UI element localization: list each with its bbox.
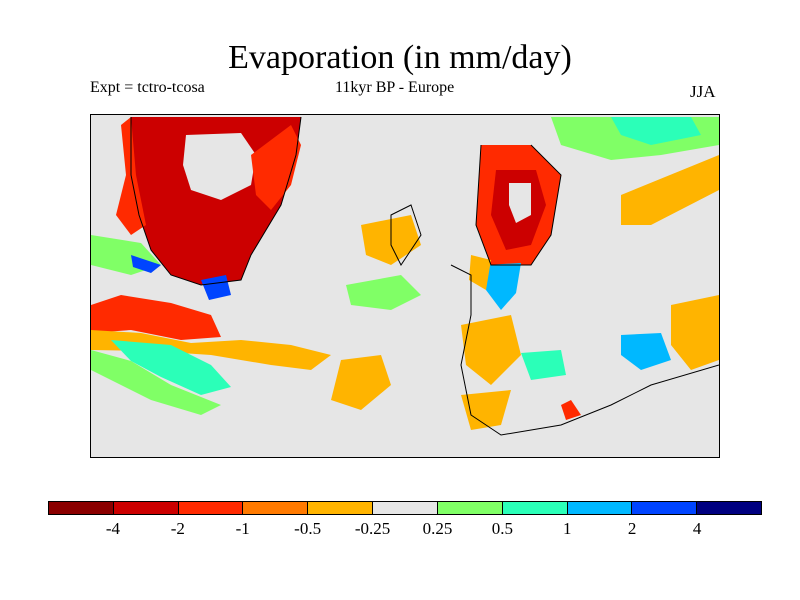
colorbar-tick-label: -2	[170, 519, 185, 538]
south-orange	[461, 390, 511, 430]
east-orange-stripe	[621, 155, 719, 225]
period-region-label: 11kyr BP - Europe	[335, 79, 455, 96]
iceland-blue	[201, 275, 231, 300]
med-red-spot	[561, 400, 581, 420]
coast-britain	[390, 204, 422, 266]
colorbar-segment	[437, 502, 503, 514]
greenland-interior	[183, 133, 256, 200]
atlantic-red-band	[91, 295, 221, 340]
colorbar-segment	[243, 502, 309, 514]
scandinavia-interior	[509, 183, 531, 223]
colorbar-tick-label: 1	[563, 519, 572, 538]
coast-greenland	[130, 116, 302, 286]
colorbar-tick-label: -1	[235, 519, 250, 538]
colorbar-segment	[178, 502, 244, 514]
north-east-cyan	[611, 117, 701, 145]
colorbar-segment	[49, 502, 114, 514]
med-cyan	[521, 350, 566, 380]
colorbar-tick-label: 4	[692, 519, 702, 538]
atlantic-green-mid	[346, 275, 421, 310]
map-title: Evaporation (in mm/day)	[228, 39, 572, 76]
colorbar-tick-label: -4	[105, 519, 120, 538]
season-label: JJA	[690, 82, 716, 101]
greenland-east-band	[251, 125, 301, 210]
north-sea-orange	[469, 255, 491, 290]
atlantic-orange-east	[331, 355, 391, 410]
med-orange-east	[671, 295, 719, 370]
colorbar-segment	[113, 502, 179, 514]
colorbar-segment	[632, 502, 698, 514]
map-field	[91, 116, 719, 436]
colorbar-tick-label: 0.5	[491, 519, 513, 538]
colorbar	[48, 501, 762, 515]
coast-scandinavia	[475, 144, 562, 266]
colorbar-segment	[567, 502, 633, 514]
coast-europe	[450, 264, 719, 436]
colorbar-segment	[502, 502, 568, 514]
med-orange-west	[461, 315, 521, 385]
evaporation-map	[90, 114, 720, 458]
colorbar-tick-label: 0.25	[422, 519, 453, 538]
experiment-label: Expt = tctro-tcosa	[90, 79, 205, 96]
colorbar-segment	[308, 502, 374, 514]
med-blue-east	[621, 333, 671, 370]
baltic-blue	[486, 263, 521, 310]
colorbar-segment	[697, 502, 761, 514]
atlantic-orange-band	[91, 330, 331, 370]
colorbar-tick-label: 2	[627, 519, 637, 538]
colorbar-tick-label: -0.5	[294, 519, 322, 538]
colorbar-tick-label: -0.25	[354, 519, 391, 538]
atlantic-cyan-band	[111, 340, 231, 395]
colorbar-segment	[373, 502, 438, 514]
atlantic-green-band	[91, 350, 221, 415]
west-blue-patch	[131, 255, 161, 273]
